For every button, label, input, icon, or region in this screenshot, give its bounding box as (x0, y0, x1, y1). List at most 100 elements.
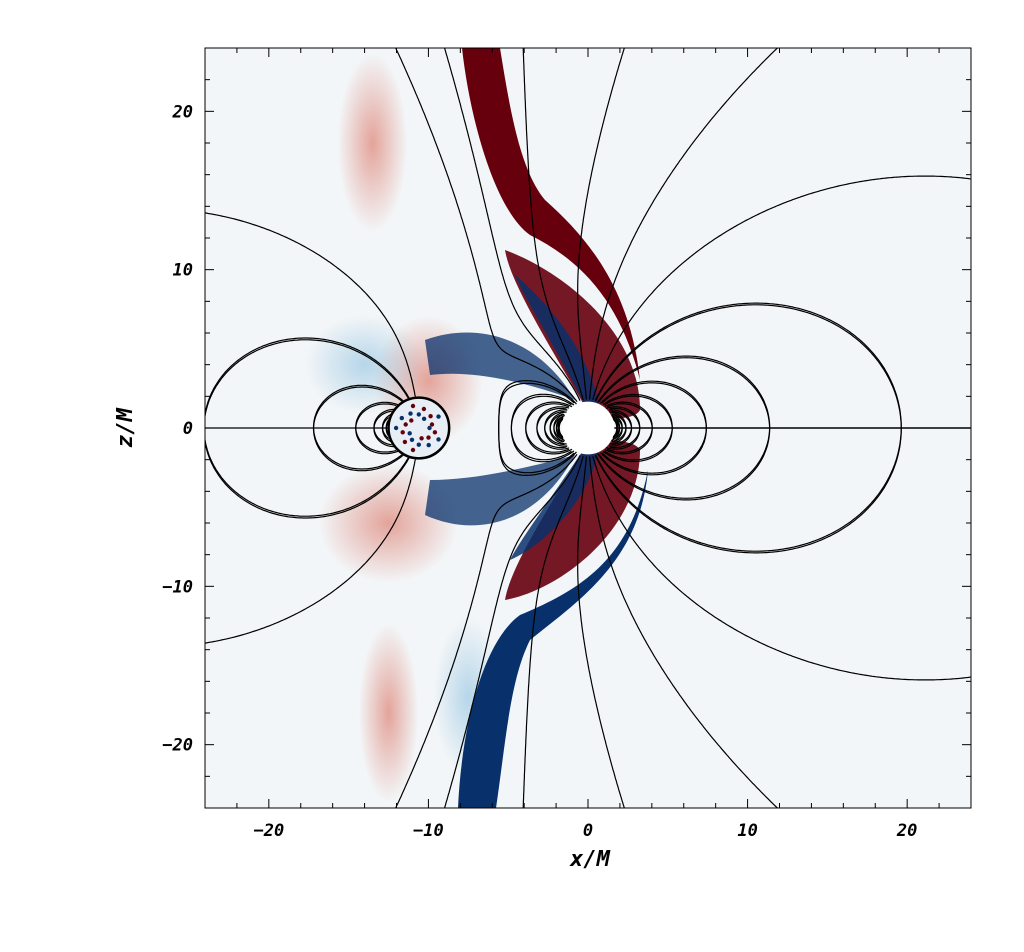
field-line (555, 419, 565, 441)
star-interior-speck (409, 418, 414, 423)
field-line (589, 456, 779, 808)
star-interior-speck (400, 430, 405, 435)
field-line (205, 337, 410, 517)
y-tick-label: 0 (183, 419, 193, 439)
lower-lobe-red (505, 440, 640, 600)
upper-lobe-red (505, 250, 640, 419)
star-interior-speck (432, 430, 438, 435)
star-interior-speck (403, 422, 408, 427)
field-line (549, 413, 567, 445)
field-line (557, 422, 564, 439)
field-line (385, 418, 390, 432)
star-bubble-lower (425, 455, 575, 526)
field-line (592, 175, 971, 401)
colormap-field (304, 48, 648, 808)
field-glow (318, 463, 459, 583)
star-interior-speck (410, 403, 416, 409)
x-axis-ticks: −20 −10 0 10 20 (204, 48, 972, 841)
field-line (205, 339, 410, 519)
field-line (536, 407, 570, 450)
field-line (577, 48, 625, 400)
star-interior-speck (416, 412, 421, 417)
y-axis-label: z/M (113, 407, 138, 447)
field-line (597, 357, 771, 501)
field-line (559, 418, 564, 424)
field-line (589, 48, 779, 400)
star-interior-speck (426, 442, 431, 448)
y-tick-label: 20 (172, 102, 193, 122)
star-interior-speck (427, 425, 432, 431)
star-interior-speck (436, 437, 441, 442)
field-line (611, 419, 621, 441)
field-line (381, 413, 393, 439)
star-interior-speck (429, 422, 435, 427)
field-line (525, 403, 573, 455)
field-line (610, 414, 615, 418)
x-tick-label: 20 (896, 821, 917, 841)
field-line (522, 48, 584, 401)
field-line (558, 426, 563, 438)
field-line (312, 384, 405, 470)
star-interior-speck (393, 425, 399, 431)
field-line (205, 212, 416, 397)
y-axis-ticks: 20 10 0 −10 −20 (162, 47, 971, 809)
star-interior-speck (402, 439, 408, 445)
field-line (355, 401, 399, 453)
y-tick-label: −10 (162, 577, 193, 597)
field-line (612, 418, 617, 424)
field-line (611, 416, 623, 443)
magnetic-field-lines (205, 48, 971, 808)
field-line (205, 459, 416, 644)
field-line (605, 407, 641, 450)
field-line (612, 417, 617, 421)
star-interior-speck (416, 442, 421, 447)
field-line (544, 410, 568, 447)
field-line (604, 403, 653, 455)
field-line (510, 395, 575, 463)
field-line (522, 455, 584, 808)
field-glow (358, 623, 419, 803)
lower-lobe-blue (510, 440, 600, 560)
star-interior-speck (399, 415, 404, 421)
compact-objects (387, 396, 615, 460)
star-interior-speck (426, 435, 431, 440)
field-line (561, 414, 566, 418)
field-line (599, 382, 707, 476)
x-axis-label: x/M (569, 847, 610, 872)
star-interior-speck (407, 431, 412, 436)
field-line (594, 304, 902, 554)
star-interior-speck (421, 406, 427, 412)
field-line (498, 382, 577, 477)
field-line (395, 453, 578, 808)
field-line (609, 410, 633, 447)
field-line (373, 408, 395, 446)
star-interior-speck (428, 414, 433, 419)
star-interior-speck (436, 414, 441, 419)
x-tick-label: 0 (583, 821, 593, 841)
upper-lobe-blue (515, 275, 600, 415)
x-tick-label: 10 (737, 821, 757, 841)
star-bubble-upper (425, 332, 575, 400)
field-glow (304, 314, 425, 415)
star-interior-speck (408, 411, 413, 416)
star-interior-speck (419, 436, 424, 441)
field-line (395, 48, 578, 403)
field-line (559, 417, 564, 421)
field-line (443, 455, 581, 808)
y-tick-label: −20 (162, 736, 193, 756)
field-line (443, 48, 581, 401)
field-line (553, 416, 565, 443)
field-glow (337, 53, 408, 233)
x-tick-label: −20 (253, 821, 284, 841)
black-hole-excision (561, 401, 615, 455)
star-interior-speck (409, 437, 415, 442)
star-interior-speck (410, 447, 416, 453)
star-interior-speck (421, 416, 427, 421)
x-tick-label: −10 (413, 821, 444, 841)
field-line (577, 456, 625, 808)
lower-jet (458, 470, 648, 808)
y-tick-label: 10 (173, 261, 193, 281)
field-line (612, 422, 619, 439)
plot-area (204, 47, 972, 809)
